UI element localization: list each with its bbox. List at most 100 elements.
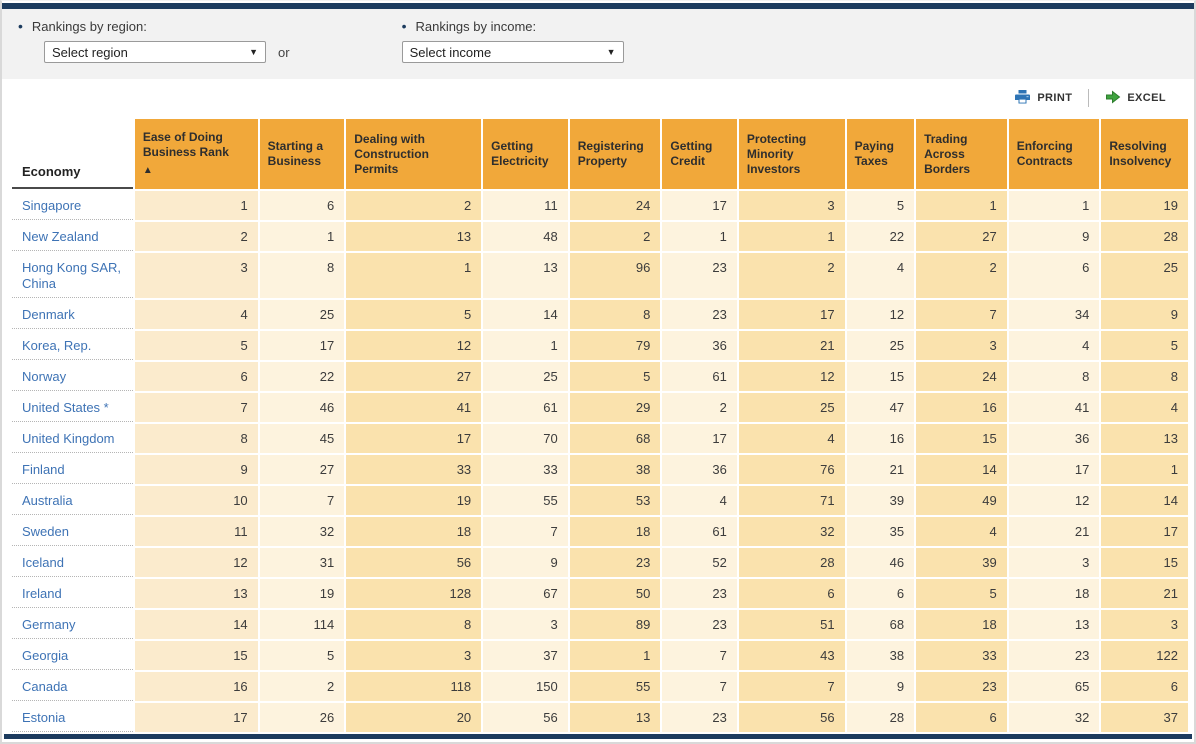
column-header[interactable]: Paying Taxes [846, 119, 915, 189]
rank-cell: 28 [738, 548, 845, 577]
print-label: PRINT [1037, 92, 1073, 104]
rank-cell: 25 [1101, 253, 1188, 298]
rank-cell: 2 [259, 672, 345, 701]
rank-cell: 3 [134, 253, 258, 298]
economy-link[interactable]: Germany [22, 617, 76, 632]
region-filter-label: Rankings by region: [31, 19, 147, 34]
rank-cell: 7 [662, 672, 737, 701]
economy-cell: Germany [12, 610, 133, 639]
rank-cell: 53 [569, 486, 661, 515]
economy-link[interactable]: Korea, Rep. [22, 338, 92, 353]
rank-cell: 6 [134, 362, 258, 391]
economy-link[interactable]: Ireland [22, 586, 62, 601]
column-header[interactable]: Dealing with Construction Permits [346, 119, 482, 189]
print-button[interactable]: PRINT [1014, 89, 1072, 108]
chevron-down-icon: ▼ [249, 47, 258, 57]
rank-cell: 32 [1008, 703, 1100, 732]
income-select[interactable]: Select income ▼ [401, 41, 624, 63]
economy-link[interactable]: Iceland [22, 555, 64, 570]
column-header[interactable]: Starting a Business [259, 119, 345, 189]
rank-cell: 5 [259, 641, 345, 670]
rank-cell: 10 [134, 486, 258, 515]
table-row: United States * 7 46 41 61 29 2 25 47 16 41 4 [12, 393, 1188, 422]
economy-link[interactable]: Australia [22, 493, 73, 508]
table-row: Norway 6 22 27 25 5 61 12 15 24 8 8 [12, 362, 1188, 391]
rank-cell: 5 [569, 362, 661, 391]
rank-cell: 23 [1008, 641, 1100, 670]
rank-cell: 5 [1101, 331, 1188, 360]
rankings-table-container: Economy Ease of Doing Business Rank ▲ Start… [2, 117, 1194, 734]
rank-cell: 7 [738, 672, 845, 701]
rank-cell: 33 [346, 455, 482, 484]
rank-cell: 16 [916, 393, 1007, 422]
rank-cell: 23 [569, 548, 661, 577]
economy-link[interactable]: Estonia [22, 710, 66, 725]
column-header[interactable]: Getting Credit [662, 119, 737, 189]
rank-cell: 65 [1008, 672, 1100, 701]
table-row: Ireland 13 19 128 67 50 23 6 6 5 18 21 [12, 579, 1188, 608]
rank-cell: 15 [134, 641, 258, 670]
rank-cell: 2 [134, 222, 258, 251]
rank-cell: 13 [569, 703, 661, 732]
bullet-icon: • [18, 18, 23, 34]
column-header[interactable]: Registering Property [569, 119, 661, 189]
rank-cell: 23 [662, 703, 737, 732]
rank-cell: 16 [846, 424, 915, 453]
economy-link[interactable]: Denmark [22, 307, 75, 322]
economy-link[interactable]: Canada [22, 679, 68, 694]
table-row: Denmark 4 25 5 14 8 23 17 12 7 34 9 [12, 300, 1188, 329]
rank-cell: 4 [134, 300, 258, 329]
rank-cell: 12 [346, 331, 482, 360]
rank-cell: 35 [846, 517, 915, 546]
excel-button[interactable]: EXCEL [1105, 89, 1166, 107]
column-header[interactable]: Resolving Insolvency [1101, 119, 1188, 189]
economy-link[interactable]: New Zealand [22, 229, 99, 244]
economy-link[interactable]: Georgia [22, 648, 69, 663]
rank-cell: 12 [1008, 486, 1100, 515]
economy-link[interactable]: Sweden [22, 524, 69, 539]
rank-cell: 19 [259, 579, 345, 608]
rank-cell: 150 [483, 672, 568, 701]
rank-cell: 17 [259, 331, 345, 360]
or-label: or [278, 44, 290, 60]
toolbar: PRINT EXCEL [2, 79, 1194, 117]
rank-cell: 32 [259, 517, 345, 546]
rank-cell: 6 [916, 703, 1007, 732]
column-header[interactable]: Enforcing Contracts [1008, 119, 1100, 189]
economy-cell: Estonia [12, 703, 133, 732]
rank-cell: 11 [483, 191, 568, 220]
economy-link[interactable]: United States * [22, 400, 109, 415]
column-header[interactable]: Protecting Minority Investors [738, 119, 845, 189]
column-header[interactable]: Getting Electricity [483, 119, 568, 189]
economy-link[interactable]: Finland [22, 462, 65, 477]
rank-cell: 4 [1101, 393, 1188, 422]
column-header[interactable]: Ease of Doing Business Rank ▲ [134, 119, 258, 189]
economy-link[interactable]: United Kingdom [22, 431, 115, 446]
economy-link[interactable]: Hong Kong SAR, China [22, 260, 122, 291]
rank-cell: 56 [738, 703, 845, 732]
rank-cell: 7 [662, 641, 737, 670]
region-select[interactable]: Select region ▼ [44, 41, 266, 63]
economy-link[interactable]: Norway [22, 369, 67, 384]
rank-cell: 36 [662, 455, 737, 484]
rank-cell: 1 [259, 222, 345, 251]
rank-cell: 128 [346, 579, 482, 608]
rank-cell: 71 [738, 486, 845, 515]
rank-cell: 17 [1101, 517, 1188, 546]
rank-cell: 61 [662, 517, 737, 546]
printer-icon [1014, 89, 1031, 108]
table-row: Hong Kong SAR, China 3 8 1 13 96 23 2 4 2 6 25 [12, 253, 1188, 298]
rank-cell: 13 [483, 253, 568, 298]
rank-cell: 32 [738, 517, 845, 546]
chevron-down-icon: ▼ [606, 47, 616, 57]
rank-cell: 1 [738, 222, 845, 251]
economy-cell: Norway [12, 362, 133, 391]
economy-link[interactable]: Singapore [22, 198, 82, 213]
rank-cell: 37 [483, 641, 568, 670]
rank-cell: 23 [662, 300, 737, 329]
rank-cell: 89 [569, 610, 661, 639]
column-header[interactable]: Trading Across Borders [916, 119, 1007, 189]
top-navy-bar [2, 3, 1194, 9]
income-filter-group: • Rankings by income: Select income ▼ [401, 19, 624, 63]
